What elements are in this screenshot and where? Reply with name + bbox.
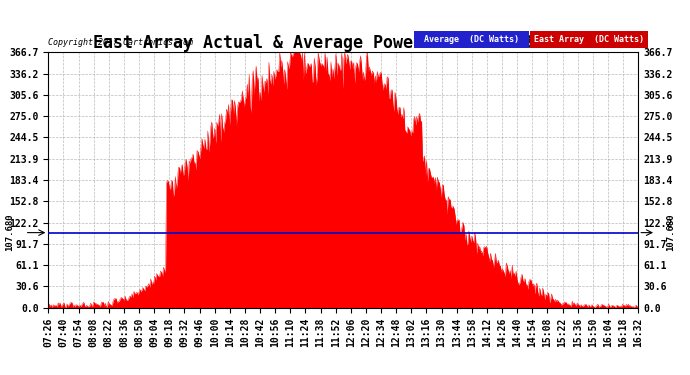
Text: Copyright 2017 Cartronics.com: Copyright 2017 Cartronics.com [48,38,193,47]
Text: 107.680: 107.680 [6,214,14,251]
Text: 107.680: 107.680 [667,214,676,251]
Text: East Array  (DC Watts): East Array (DC Watts) [534,35,644,44]
FancyBboxPatch shape [414,31,529,48]
FancyBboxPatch shape [531,31,649,48]
Text: Average  (DC Watts): Average (DC Watts) [424,35,520,44]
Title: East Array Actual & Average Power Mon Jan 23 16:41: East Array Actual & Average Power Mon Ja… [93,34,593,53]
